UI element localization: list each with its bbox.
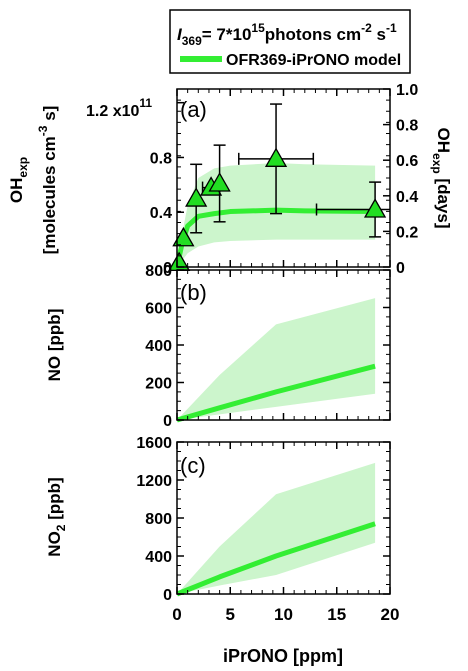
panel-c-ytick-label-4: 1600 bbox=[136, 435, 172, 452]
panel-b-ytick-label-3: 600 bbox=[145, 301, 172, 318]
data-point-5 bbox=[264, 147, 288, 167]
panel-a-label: (a) bbox=[180, 97, 207, 122]
panel-c-xtick-label-0: 0 bbox=[172, 605, 181, 624]
legend-intensity: I369= 7*1015photons cm-2 s-1 bbox=[177, 21, 397, 48]
panel-c-xtick-label-1: 5 bbox=[226, 605, 235, 624]
legend: I369= 7*1015photons cm-2 s-1 OFR369-iPrO… bbox=[169, 9, 411, 74]
panel-c-label: (c) bbox=[180, 453, 206, 478]
data-point-2 bbox=[185, 187, 208, 207]
panel-b-label: (b) bbox=[180, 280, 207, 305]
panel-a-right-ticks: 0 0.2 0.4 0.6 0.8 1.0 bbox=[383, 82, 418, 277]
panel-c-ytick-label-0: 0 bbox=[163, 587, 172, 604]
panel-b-left-ticks: 0 200 400 600 800 bbox=[145, 263, 184, 430]
panel-b-ytick-label-2: 400 bbox=[145, 338, 172, 355]
legend-model-label: OFR369-iPrONO model bbox=[226, 52, 401, 69]
panel-c-ytick-label-1: 400 bbox=[145, 549, 172, 566]
data-point-4 bbox=[208, 172, 231, 192]
legend-box bbox=[169, 9, 411, 74]
panel-b-uncertainty-band bbox=[177, 298, 376, 420]
panel-c-left-ticks: 0 400 800 1200 1600 bbox=[136, 435, 184, 604]
panel-a-x-ticks bbox=[176, 89, 391, 267]
panel-c-ylabel: NO2 [ppb] bbox=[45, 477, 68, 556]
panel-b-ytick-label-0: 0 bbox=[163, 413, 172, 430]
panel-c-x-ticks: 0 5 10 15 20 bbox=[172, 442, 399, 624]
data-point-6 bbox=[363, 198, 387, 218]
panel-a-ytick-label-1: 0.4 bbox=[150, 205, 172, 222]
panel-b-right-ticks bbox=[383, 269, 390, 421]
panel-a-ytick-top: 1.2 x1011 bbox=[86, 96, 152, 120]
panel-a-rtick-label-3: 0.6 bbox=[396, 153, 418, 170]
panel-a-left-ticks: 0 0.4 0.8 bbox=[150, 99, 184, 277]
data-point-1 bbox=[172, 226, 195, 247]
panel-c-ytick-label-2: 800 bbox=[145, 511, 172, 528]
panel-b-ytick-label-1: 200 bbox=[145, 376, 172, 393]
panel-a: 0 0.4 0.8 0 0.2 0.4 0.6 0.8 1.0 (a) 1.2 x1011 O… bbox=[7, 82, 453, 277]
panel-a-rtick-label-0: 0 bbox=[396, 260, 405, 277]
panel-b: 0 200 400 600 800 (b) NO [ppb] bbox=[45, 263, 391, 430]
panel-c-model-line bbox=[176, 521, 376, 597]
panel-c-band bbox=[177, 462, 376, 594]
panel-c-xtick-label-2: 10 bbox=[274, 605, 293, 624]
panel-b-band bbox=[177, 298, 376, 420]
panel-c-xtick-label-3: 15 bbox=[327, 605, 346, 624]
panel-b-x-ticks bbox=[176, 270, 391, 420]
panel-a-ylabel-left-2: [molecules cm-3 s] bbox=[36, 106, 59, 255]
panel-b-model-line bbox=[176, 363, 376, 423]
panel-a-rtick-label-4: 0.8 bbox=[396, 118, 418, 135]
panel-a-ytick-label-0: 0 bbox=[163, 260, 172, 277]
panel-c-ytick-label-3: 1200 bbox=[136, 473, 172, 490]
panel-c: 0 400 800 1200 1600 0 5 10 15 20 (c) NO2 [ppb] i… bbox=[45, 435, 399, 666]
panel-a-rtick-label-2: 0.4 bbox=[396, 189, 418, 206]
panel-c-xtick-label-4: 20 bbox=[381, 605, 400, 624]
panel-b-ytick-label-4: 800 bbox=[145, 263, 172, 280]
panel-c-uncertainty-band bbox=[177, 462, 376, 594]
panel-a-ylabel-right: OHexp [days] bbox=[430, 128, 453, 229]
x-axis-label: iPrONO [ppm] bbox=[223, 646, 343, 666]
panel-a-ylabel-left-1: OHexp bbox=[7, 157, 30, 203]
panel-c-right-ticks bbox=[383, 441, 390, 595]
panel-a-rtick-label-1: 0.2 bbox=[396, 224, 418, 241]
panel-a-rtick-label-5: 1.0 bbox=[396, 82, 418, 99]
panel-a-ytick-label-2: 0.8 bbox=[150, 150, 172, 167]
panel-a-points bbox=[168, 103, 390, 272]
panel-b-ylabel: NO [ppb] bbox=[45, 309, 64, 382]
